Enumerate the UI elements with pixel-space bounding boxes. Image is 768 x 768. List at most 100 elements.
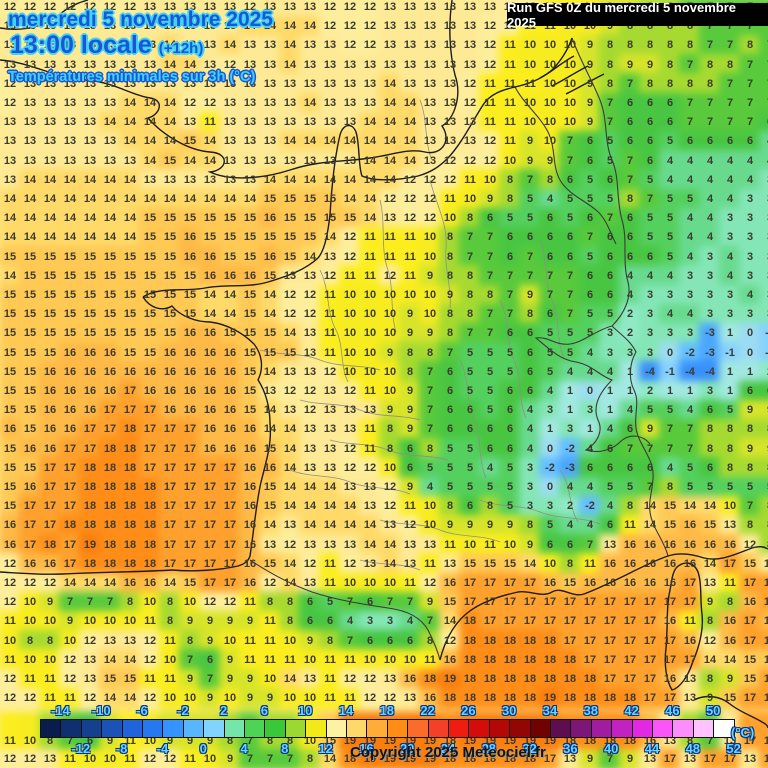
temp-value: 6 [526, 346, 534, 359]
temp-value: 16 [203, 250, 217, 263]
temp-value: 7 [246, 753, 254, 765]
temp-value: 12 [303, 385, 317, 397]
temp-value: 15 [3, 289, 17, 301]
temp-value: 16 [243, 500, 257, 513]
temp-value: 16 [683, 538, 697, 551]
temp-value: 14 [103, 212, 117, 225]
temp-value: 5 [446, 461, 454, 474]
temp-value: 14 [63, 173, 77, 186]
temp-value: 5 [666, 231, 674, 244]
temp-value: 11 [244, 596, 256, 609]
temp-value: 7 [406, 596, 414, 609]
temp-value: 14 [263, 365, 277, 378]
temp-value: 10 [183, 596, 197, 609]
temp-value: 12 [343, 442, 357, 455]
temp-cell [519, 111, 541, 133]
temp-value: 14 [63, 212, 77, 225]
model-run-label: Run GFS 0Z du mercredi 5 novembre 2025 [507, 0, 736, 30]
temp-value: 17 [163, 423, 177, 436]
temp-value: 5 [586, 193, 594, 205]
temp-value: 9 [586, 58, 594, 71]
temp-value: 4 [666, 308, 674, 321]
temp-value: -4 [685, 365, 695, 378]
temp-value: 18 [543, 673, 557, 685]
temp-value: 15 [43, 327, 57, 340]
temp-value: 13 [463, 116, 477, 129]
temp-value: 16 [63, 404, 77, 417]
temp-value: 12 [23, 577, 37, 589]
temp-value: 8 [686, 77, 694, 90]
temp-cell [639, 92, 661, 114]
temp-value: 9 [226, 653, 234, 666]
temp-value: 4 [666, 154, 674, 167]
temp-value: 13 [263, 116, 277, 129]
temp-value: 18 [83, 461, 97, 474]
temp-value: 6 [446, 365, 454, 378]
temp-cell [199, 73, 221, 95]
temp-value: 8 [746, 461, 754, 474]
temp-value: 7 [746, 58, 754, 71]
temp-value: 15 [263, 500, 277, 513]
temp-value: 9 [226, 615, 234, 628]
temp-value: 15 [243, 385, 257, 397]
temp-value: 15 [3, 327, 17, 340]
temp-cell [139, 150, 161, 172]
temp-value: 12 [323, 1, 337, 13]
temp-value: 15 [23, 346, 37, 359]
temp-cell [179, 54, 201, 76]
temp-value: 14 [723, 653, 737, 666]
temp-value: 17 [543, 615, 557, 628]
temp-value: 12 [483, 154, 497, 167]
temp-value: 17 [123, 404, 137, 417]
temp-value: 11 [484, 77, 496, 90]
temp-value: 17 [603, 653, 617, 666]
temp-value: 13 [423, 58, 437, 71]
temp-value: 5 [686, 481, 694, 493]
temp-cell [739, 130, 761, 152]
temp-cell [419, 54, 441, 76]
temp-value: 13 [223, 135, 237, 148]
temp-cell [39, 150, 61, 172]
temp-value: 15 [23, 404, 37, 417]
temp-value: 12 [483, 20, 497, 33]
temp-value: 6 [546, 250, 554, 263]
temp-value: 7 [606, 212, 614, 225]
temp-value: 6 [366, 634, 374, 647]
temp-value: 11 [384, 250, 396, 263]
temp-cell [359, 34, 381, 56]
temp-value: 15 [283, 212, 297, 225]
temp-value: 14 [263, 173, 277, 186]
temp-value: 7 [466, 327, 474, 340]
temp-value: 4 [706, 173, 714, 186]
temp-value: 17 [483, 577, 497, 589]
temp-value: 13 [43, 753, 57, 765]
temp-value: 8 [446, 500, 454, 513]
temp-value: 15 [143, 346, 157, 359]
temp-cell [719, 34, 741, 56]
temp-value: 15 [323, 212, 337, 225]
temp-value: 10 [543, 116, 557, 129]
temp-value: 18 [63, 519, 77, 532]
temp-value: 5 [506, 212, 514, 225]
temp-value: 13 [103, 97, 117, 109]
temp-value: 17 [143, 442, 157, 455]
temp-value: 9 [486, 193, 494, 205]
temp-value: 14 [323, 231, 337, 244]
temp-value: 15 [83, 327, 97, 340]
temp-value: 10 [563, 58, 577, 71]
temp-value: 15 [23, 461, 37, 474]
temp-value: 14 [323, 500, 337, 513]
temp-value: 17 [623, 596, 637, 609]
temp-cell [739, 73, 761, 95]
temp-value: 13 [223, 173, 237, 186]
temp-value: 13 [423, 77, 437, 90]
temp-value: 5 [486, 346, 494, 359]
temp-value: 12 [383, 193, 397, 205]
scale-cell [284, 719, 307, 738]
temp-value: 8 [286, 596, 294, 609]
temp-value: 8 [326, 634, 334, 647]
temp-value: 12 [143, 634, 157, 647]
temp-value: 7 [586, 538, 594, 551]
temp-value: 14 [283, 673, 297, 685]
